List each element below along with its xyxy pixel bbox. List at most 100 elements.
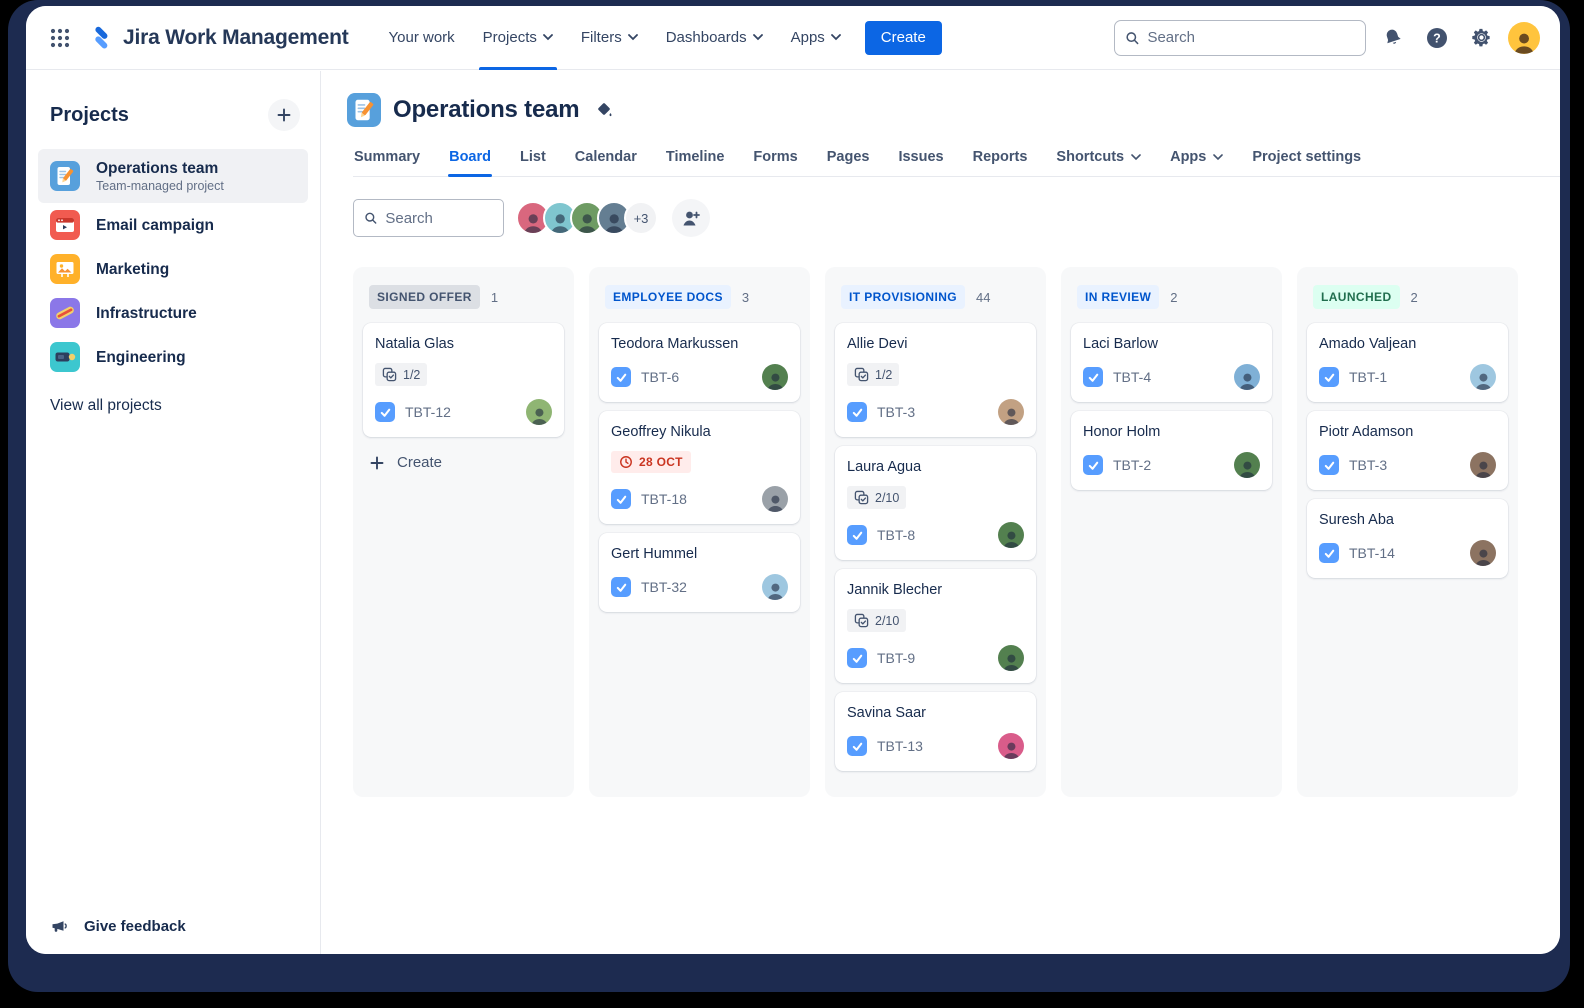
avatar[interactable] (597, 201, 631, 235)
card-title: Jannik Blecher (847, 582, 943, 598)
nav-filters[interactable]: Filters (567, 6, 652, 70)
app-switcher-icon[interactable] (44, 22, 76, 54)
avatar (762, 574, 788, 600)
search-icon (365, 212, 377, 224)
infrastructure-project-icon (50, 298, 80, 329)
question-icon: ? (1427, 27, 1447, 48)
board-card[interactable]: Suresh Aba TBT-14 (1307, 499, 1508, 578)
tab-reports[interactable]: Reports (972, 149, 1028, 165)
column-count: 3 (741, 289, 750, 305)
board-card[interactable]: Piotr Adamson TBT-3 (1307, 411, 1508, 490)
tab-summary[interactable]: Summary (354, 149, 421, 165)
card-key: TBT-1 (1349, 369, 1388, 385)
tab-timeline[interactable]: Timeline (665, 149, 725, 165)
chevron-down-icon (830, 34, 841, 41)
avatar (762, 486, 788, 512)
nav-apps[interactable]: Apps (777, 6, 855, 70)
avatar-overflow-count[interactable]: +3 (624, 201, 658, 235)
engineering-project-icon (50, 342, 80, 373)
app-logo[interactable]: Jira Work Management (88, 24, 349, 51)
tab-board[interactable]: Board (448, 141, 492, 177)
sidebar-item-engineering[interactable]: Engineering (38, 335, 308, 379)
tab-pages[interactable]: Pages (826, 149, 870, 165)
primary-nav: Your work Projects Filters Dashboards Ap… (375, 6, 855, 70)
board-card[interactable]: Laci Barlow TBT-4 (1071, 323, 1272, 402)
app-window: Jira Work Management Your work Projects … (26, 6, 1560, 954)
tab-forms[interactable]: Forms (753, 149, 798, 165)
board-search[interactable] (353, 199, 504, 237)
change-color-button[interactable] (595, 100, 615, 120)
card-title: Natalia Glas (375, 336, 454, 352)
nav-projects[interactable]: Projects (469, 6, 567, 70)
help-button[interactable]: ? (1420, 21, 1454, 55)
user-avatar[interactable] (1508, 21, 1540, 54)
kanban-board: SIGNED OFFER 1 Natalia Glas 1/2 (353, 267, 1560, 797)
tab-calendar[interactable]: Calendar (574, 149, 637, 165)
sidebar-item-email-campaign[interactable]: Email campaign (38, 203, 308, 247)
task-type-icon (375, 402, 395, 422)
tab-list[interactable]: List (520, 149, 546, 165)
tab-project-settings[interactable]: Project settings (1252, 149, 1362, 165)
settings-button[interactable] (1464, 21, 1498, 55)
chevron-down-icon (1131, 153, 1141, 160)
page-title: Operations team (393, 96, 580, 123)
avatar (1234, 452, 1260, 478)
board-card[interactable]: Natalia Glas 1/2 TBT-12 (363, 323, 564, 437)
card-title: Amado Valjean (1319, 336, 1417, 352)
task-type-icon (611, 489, 631, 509)
task-type-icon (847, 402, 867, 422)
notifications-button[interactable] (1376, 21, 1410, 55)
task-type-icon (1319, 455, 1339, 475)
subtasks-icon (382, 367, 397, 382)
card-key: TBT-3 (877, 404, 916, 420)
task-type-icon (847, 736, 867, 756)
tab-apps[interactable]: Apps (1169, 141, 1224, 176)
global-search-input[interactable] (1147, 29, 1355, 46)
column-status-badge: LAUNCHED (1313, 285, 1400, 309)
board-card[interactable]: Geoffrey Nikula 28 OCT TBT-18 (599, 411, 800, 524)
chevron-down-icon (627, 34, 638, 41)
card-key: TBT-9 (877, 650, 916, 666)
column-status-badge: EMPLOYEE DOCS (605, 285, 731, 309)
board-toolbar: +3 (353, 199, 1560, 237)
nav-dashboards[interactable]: Dashboards (652, 6, 777, 70)
tab-shortcuts[interactable]: Shortcuts (1055, 141, 1142, 176)
board-card[interactable]: Honor Holm TBT-2 (1071, 411, 1272, 490)
column-status-badge: IT PROVISIONING (841, 285, 966, 309)
board-card[interactable]: Gert Hummel TBT-32 (599, 533, 800, 612)
search-icon (1126, 31, 1139, 44)
column-count: 2 (1410, 289, 1418, 305)
board-card[interactable]: Teodora Markussen TBT-6 (599, 323, 800, 402)
window-frame: Jira Work Management Your work Projects … (8, 0, 1570, 992)
give-feedback-button[interactable]: Give feedback (50, 916, 186, 936)
nav-your-work[interactable]: Your work (388, 29, 455, 46)
avatar (762, 364, 788, 390)
sidebar-item-infrastructure[interactable]: Infrastructure (38, 291, 308, 335)
create-button[interactable]: Create (864, 20, 942, 55)
column-signed-offer: SIGNED OFFER 1 Natalia Glas 1/2 (353, 267, 574, 797)
add-people-button[interactable] (672, 199, 710, 237)
tab-issues[interactable]: Issues (898, 149, 944, 165)
avatar[interactable] (543, 201, 577, 235)
global-search[interactable] (1114, 19, 1366, 56)
avatar (998, 522, 1024, 548)
avatar (1470, 364, 1496, 390)
add-project-button[interactable] (268, 99, 300, 131)
column-in-review: IN REVIEW 2 Laci Barlow TBT-4 Honor Holm (1061, 267, 1282, 797)
view-all-projects-link[interactable]: View all projects (50, 397, 162, 415)
board-search-input[interactable] (385, 209, 493, 227)
nav-right: ? (1114, 19, 1540, 56)
board-card[interactable]: Allie Devi 1/2 TBT-3 (835, 323, 1036, 437)
avatar (526, 399, 552, 425)
sidebar-item-marketing[interactable]: Marketing (38, 247, 308, 291)
sidebar-item-operations-team[interactable]: Operations team Team-managed project (38, 149, 308, 204)
jira-logo-icon (95, 26, 108, 49)
board-card[interactable]: Jannik Blecher 2/10 TBT-9 (835, 569, 1036, 683)
board-card[interactable]: Amado Valjean TBT-1 (1307, 323, 1508, 402)
subtasks-icon (854, 613, 869, 628)
board-card[interactable]: Savina Saar TBT-13 (835, 692, 1036, 771)
task-type-icon (1319, 543, 1339, 563)
create-card-button[interactable]: Create (363, 446, 564, 479)
chevron-down-icon (752, 34, 763, 41)
board-card[interactable]: Laura Agua 2/10 TBT-8 (835, 446, 1036, 560)
